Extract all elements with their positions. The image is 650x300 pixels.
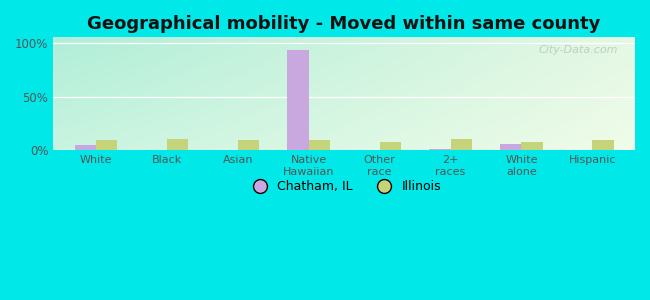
Bar [592, 140, 614, 150]
Text: City-Data.com: City-Data.com [538, 45, 617, 55]
Bar [380, 142, 401, 150]
Title: Geographical mobility - Moved within same county: Geographical mobility - Moved within sam… [88, 15, 601, 33]
Bar [500, 144, 521, 150]
Bar [238, 140, 259, 150]
Bar [309, 140, 330, 150]
Bar [429, 149, 450, 150]
Legend: Chatham, IL, Illinois: Chatham, IL, Illinois [242, 176, 446, 198]
Bar [287, 50, 309, 150]
Bar [75, 145, 96, 150]
Bar [96, 140, 117, 150]
Bar [450, 139, 472, 150]
Bar [521, 142, 543, 150]
Bar [167, 139, 188, 150]
